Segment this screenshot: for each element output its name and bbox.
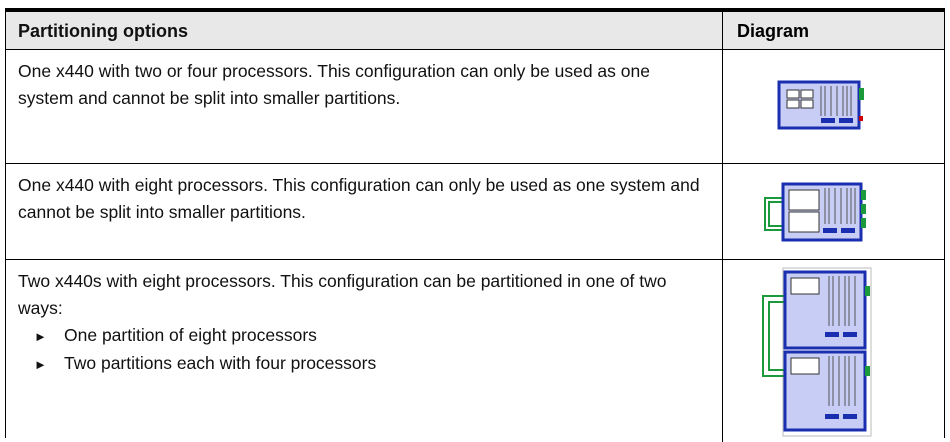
cell-text: One x440 with eight processors. This con… <box>6 164 723 259</box>
diagram <box>764 182 866 242</box>
bullet-text: One partition of eight processors <box>64 325 317 345</box>
page: Partitioning options Diagram One x440 wi… <box>5 8 945 442</box>
cell: Two x440s with eight processors. This co… <box>6 260 723 442</box>
header-cell: Diagram <box>737 21 810 41</box>
bullet: ► Two partitions each with four processor… <box>34 353 377 373</box>
cell-text: Two x440s with eight processors. This co… <box>18 271 667 318</box>
table-row: One x440 with eight processors. This con… <box>6 164 944 260</box>
diagram-cell <box>723 260 944 442</box>
diagram-cell <box>723 50 944 163</box>
diagram <box>777 80 864 130</box>
table: Partitioning options Diagram One x440 wi… <box>5 8 945 442</box>
bullet-text: Two partitions each with four processors <box>64 353 377 373</box>
bullet: ► One partition of eight processors <box>34 325 317 345</box>
diagram <box>762 267 872 437</box>
table-row: One x440 with two or four processors. Th… <box>6 50 944 164</box>
header-cell: Partitioning options <box>6 12 723 49</box>
table-row: Two x440s with eight processors. This co… <box>6 260 944 442</box>
diagram-cell <box>723 164 944 259</box>
header-row: Partitioning options Diagram <box>6 12 944 50</box>
cell-text: One x440 with two or four processors. Th… <box>6 50 723 163</box>
